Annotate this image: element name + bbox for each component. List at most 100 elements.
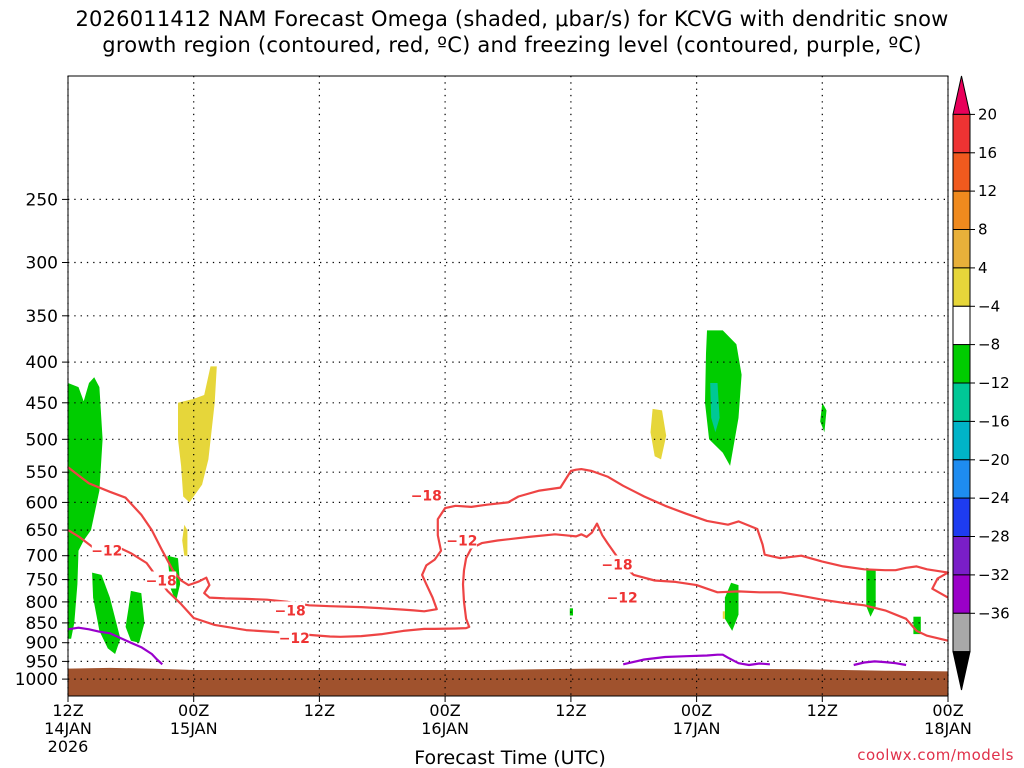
colorbar-segment-12	[952, 536, 971, 576]
chart-title-line-2: growth region (contoured, red, ºC) and f…	[102, 33, 922, 57]
chart-title-line-1: 2026011412 NAM Forecast Omega (shaded, μ…	[75, 7, 949, 31]
colorbar-label-9: −20	[978, 451, 1010, 469]
y-tick-label-14: 950	[26, 652, 58, 672]
contour-layer	[67, 466, 950, 667]
colorbar-segment-15	[952, 651, 971, 691]
colorbar-label-13: −36	[978, 604, 1010, 622]
y-tick-label-4: 450	[26, 394, 58, 414]
freezing-level-contour-2	[853, 660, 907, 667]
x-tick-label-7-1: 18JAN	[924, 719, 972, 738]
x-tick-label-1-1: 15JAN	[170, 719, 218, 738]
colorbar-label-5: −4	[978, 297, 1000, 315]
colorbar-label-1: 16	[978, 144, 997, 162]
colorbar-label-2: 12	[978, 182, 997, 200]
y-tick-label-13: 900	[26, 634, 58, 654]
colorbar-label-11: −28	[978, 528, 1010, 546]
x-tick-label-5-0: 00Z	[681, 701, 712, 720]
x-tick-label-7-0: 00Z	[932, 701, 963, 720]
source-credit: coolwx.com/models	[857, 746, 1014, 764]
contour-label-3: −12	[279, 631, 310, 647]
colorbar-segment-6	[952, 305, 971, 346]
colorbar-segment-2	[952, 152, 971, 192]
colorbar-segment-3	[952, 190, 971, 231]
gridlines	[67, 76, 949, 696]
x-tick-label-3-1: 16JAN	[421, 719, 469, 738]
contour-label-bg-1	[146, 571, 177, 589]
x-tick-label-0-1: 14JAN	[44, 719, 92, 738]
plot-frame	[67, 75, 949, 697]
colorbar-segment-7	[952, 344, 971, 384]
omega-region-7	[724, 582, 739, 631]
x-axis-label: Forecast Time (UTC)	[414, 747, 605, 768]
y-tick-label-11: 800	[26, 593, 58, 613]
omega-region-13	[650, 408, 667, 460]
contour-label-4: −18	[411, 488, 442, 504]
contour-label-bg-3	[279, 629, 310, 646]
y-tick-label-15: 1000	[15, 670, 58, 690]
contour-label-layer: −12 −18 −18 −12 −18 −12 −18 −12	[91, 486, 638, 647]
contour-label-bg-2	[275, 601, 306, 619]
dgz-contour-0	[67, 522, 949, 642]
x-tick-label-0-0: 12Z	[52, 701, 83, 720]
y-tick-label-6: 550	[26, 463, 58, 483]
colorbar-segment-9	[952, 420, 971, 461]
y-tick-label-0: 250	[26, 190, 58, 210]
x-tick-label-6-0: 12Z	[807, 701, 838, 720]
omega-region-5	[710, 383, 720, 433]
y-tick-label-12: 850	[26, 614, 58, 634]
omega-region-4	[705, 330, 742, 466]
contour-label-bg-4	[411, 486, 442, 504]
colorbar-segment-11	[952, 497, 971, 538]
y-tick-label-5: 500	[26, 430, 58, 450]
x-tick-label-3-0: 00Z	[429, 701, 460, 720]
colorbar-label-3: 8	[978, 221, 988, 239]
colorbar-label-6: −8	[978, 336, 1000, 354]
chart-title: 2026011412 NAM Forecast Omega (shaded, μ…	[0, 6, 1024, 58]
colorbar-segment-5	[952, 267, 971, 307]
colorbar-segment-0	[952, 75, 971, 115]
y-tick-label-3: 400	[26, 353, 58, 373]
x-tick-label-4-0: 12Z	[555, 701, 586, 720]
dgz-contour-1	[67, 466, 950, 613]
colorbar-label-8: −16	[978, 412, 1010, 430]
colorbar-segment-1	[952, 113, 971, 154]
y-tick-label-8: 650	[26, 521, 58, 541]
contour-label-bg-6	[602, 555, 632, 573]
omega-region-12	[182, 524, 188, 556]
contour-label-bg-7	[607, 588, 638, 606]
y-tick-label-1: 300	[26, 254, 58, 274]
colorbar-legend: 20 16 12 8 4 −4 −8 −12 −16 −20 −24 −28 −32 −36	[952, 75, 1010, 691]
y-tick-label-9: 700	[26, 547, 58, 567]
colorbar-segment-13	[952, 574, 971, 614]
omega-region-1	[92, 572, 121, 654]
x-tick-label-2-0: 12Z	[304, 701, 335, 720]
colorbar-label-7: −12	[978, 374, 1010, 392]
freezing-level-contour-1	[622, 653, 770, 667]
freezing-level-contour-0	[67, 626, 164, 666]
colorbar-segment-14	[952, 612, 971, 653]
y-tick-label-10: 750	[26, 571, 58, 591]
contour-label-bg-0	[91, 541, 122, 559]
omega-region-8	[866, 567, 876, 617]
colorbar-label-12: −32	[978, 566, 1010, 584]
colorbar-label-10: −24	[978, 489, 1010, 507]
contour-label-5: −12	[446, 534, 477, 550]
omega-region-2	[125, 590, 145, 643]
omega-region-0	[68, 377, 103, 639]
contour-label-2: −18	[274, 603, 305, 619]
colorbar-segment-10	[952, 459, 971, 499]
pressure-axis: 2503003504004505005506006507007508008509…	[15, 190, 68, 690]
contour-label-7: −12	[607, 591, 638, 607]
colorbar-segment-4	[952, 229, 971, 269]
contour-label-1: −18	[146, 574, 177, 590]
omega-shading-layer	[68, 330, 921, 654]
colorbar-label-0: 20	[978, 105, 997, 123]
x-tick-label-1-0: 00Z	[178, 701, 209, 720]
ground-fill	[68, 667, 948, 696]
omega-region-14	[722, 611, 725, 619]
contour-label-bg-5	[446, 531, 477, 549]
y-tick-label-7: 600	[26, 493, 58, 513]
omega-region-6	[820, 402, 827, 433]
